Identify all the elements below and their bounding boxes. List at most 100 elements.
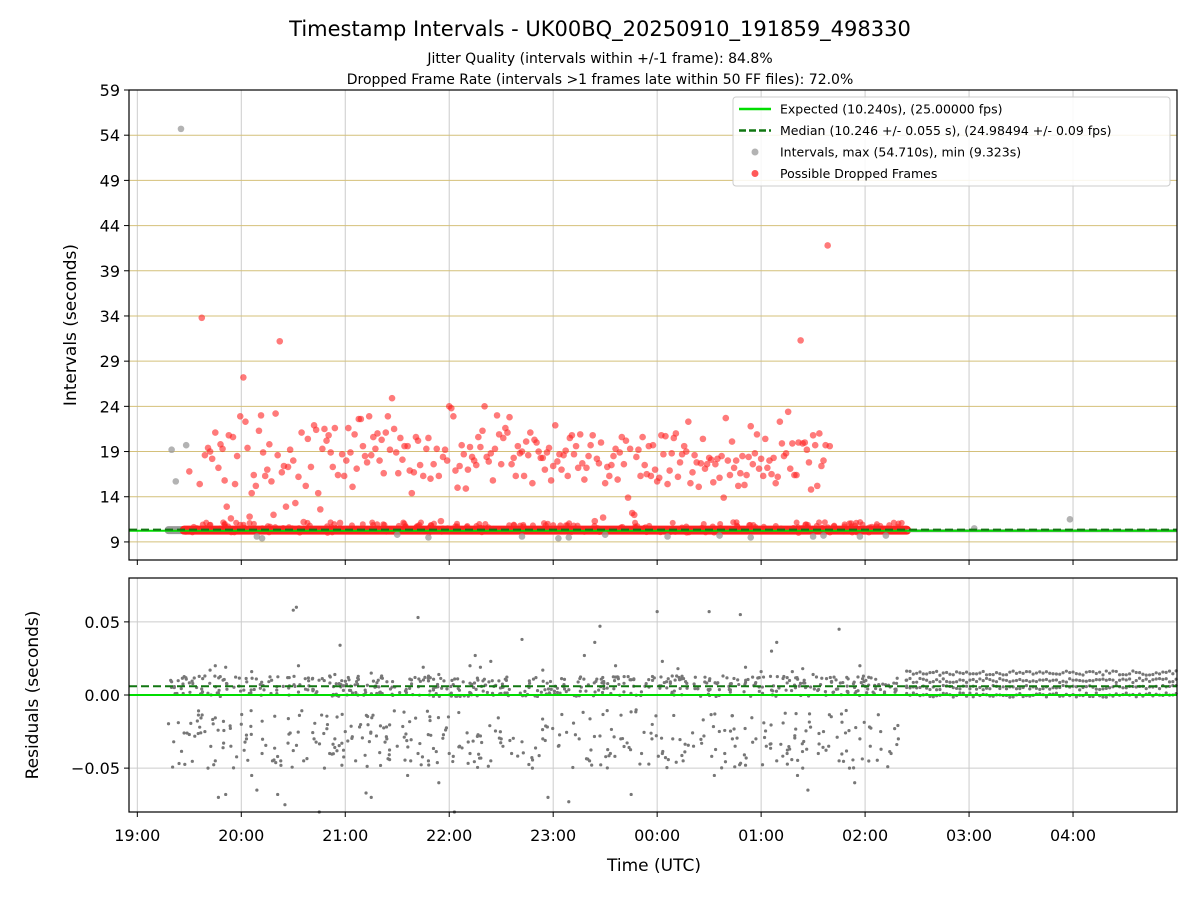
residual-point bbox=[931, 680, 935, 684]
residual-point bbox=[1127, 677, 1132, 681]
residual-point bbox=[520, 740, 524, 744]
residual-point bbox=[325, 722, 330, 727]
dropped-frame-point bbox=[816, 519, 823, 526]
residual-point bbox=[378, 750, 382, 755]
residual-point bbox=[847, 766, 852, 770]
residual-point bbox=[196, 731, 200, 736]
dropped-frame-point bbox=[774, 473, 782, 481]
residual-point bbox=[627, 745, 631, 750]
residual-point bbox=[1024, 684, 1029, 688]
dropped-frame-point bbox=[768, 470, 775, 478]
chart-subtitle-dropped: Dropped Frame Rate (intervals >1 frames … bbox=[347, 72, 854, 88]
residual-point bbox=[793, 736, 797, 740]
dropped-frame-point bbox=[626, 445, 634, 453]
residual-point bbox=[978, 671, 982, 675]
residual-point bbox=[582, 677, 586, 681]
residual-point bbox=[199, 716, 203, 720]
residual-point bbox=[769, 649, 774, 653]
residual-point bbox=[347, 678, 351, 682]
dropped-frame-point bbox=[196, 480, 203, 488]
residual-point bbox=[1154, 677, 1158, 681]
residual-point bbox=[206, 766, 210, 770]
residual-point bbox=[475, 765, 480, 770]
residual-point bbox=[801, 766, 805, 770]
interval-point bbox=[393, 531, 401, 538]
residual-point bbox=[443, 728, 448, 732]
dropped-frame-point bbox=[329, 463, 337, 471]
residual-point bbox=[860, 677, 865, 681]
residual-point bbox=[541, 668, 545, 672]
residual-point bbox=[771, 689, 775, 693]
residual-point bbox=[600, 690, 605, 695]
residual-point bbox=[1134, 678, 1138, 683]
residual-point bbox=[837, 627, 841, 631]
residual-point bbox=[1078, 672, 1082, 676]
dropped-frame-point bbox=[574, 522, 581, 529]
residual-point bbox=[951, 695, 955, 699]
residual-point bbox=[751, 740, 755, 744]
residual-point bbox=[925, 672, 929, 676]
residual-point bbox=[1048, 671, 1052, 675]
residual-point bbox=[1004, 687, 1009, 691]
dropped-frame-point bbox=[550, 522, 557, 529]
residual-point bbox=[728, 682, 732, 686]
residual-point bbox=[172, 685, 176, 689]
residual-point bbox=[303, 687, 308, 691]
residual-point bbox=[1101, 687, 1105, 691]
residual-point bbox=[576, 680, 580, 684]
residual-point bbox=[371, 679, 376, 683]
dropped-frame-point bbox=[745, 453, 752, 461]
residual-point bbox=[211, 722, 215, 726]
residual-point bbox=[294, 605, 298, 609]
dropped-frame-point bbox=[345, 424, 352, 432]
dropped-frame-point bbox=[732, 457, 740, 464]
residual-point bbox=[707, 610, 711, 614]
residual-point bbox=[874, 677, 878, 681]
residual-point bbox=[1011, 669, 1015, 673]
dropped-frame-point bbox=[295, 473, 302, 481]
residual-point bbox=[181, 682, 185, 686]
dropped-frame-point bbox=[730, 464, 738, 472]
dropped-frame-point bbox=[789, 440, 796, 447]
residual-point bbox=[974, 687, 979, 691]
dropped-frame-point bbox=[712, 460, 719, 468]
residual-point bbox=[968, 691, 972, 695]
residual-point bbox=[1018, 677, 1022, 682]
interval-point bbox=[258, 535, 266, 542]
residual-point bbox=[578, 675, 583, 679]
dropped-frame-point bbox=[314, 489, 322, 497]
dropped-frame-point bbox=[886, 522, 893, 529]
residual-point bbox=[409, 682, 414, 686]
dropped-frame-point bbox=[336, 519, 344, 527]
residual-point bbox=[1041, 671, 1045, 675]
residual-point bbox=[1028, 687, 1032, 691]
residual-point bbox=[562, 687, 567, 691]
residual-point bbox=[650, 678, 655, 682]
residual-point bbox=[245, 680, 249, 684]
residual-point bbox=[647, 678, 651, 682]
residual-point bbox=[846, 677, 850, 681]
residual-point bbox=[1108, 671, 1112, 675]
dropped-frame-point bbox=[381, 521, 388, 528]
dropped-frame-point bbox=[830, 523, 838, 530]
intervals-plot-frame bbox=[128, 89, 1178, 561]
residual-point bbox=[609, 727, 614, 732]
interval-point bbox=[856, 533, 864, 540]
residual-point bbox=[860, 757, 864, 761]
residual-point bbox=[249, 688, 253, 692]
residual-point bbox=[593, 690, 597, 694]
residual-point bbox=[408, 720, 412, 724]
residual-point bbox=[1038, 670, 1042, 674]
dropped-frame-point bbox=[624, 494, 632, 501]
residual-point bbox=[276, 675, 280, 679]
residual-point bbox=[229, 744, 233, 748]
residual-point bbox=[343, 679, 347, 683]
residual-point bbox=[617, 682, 621, 687]
residual-point bbox=[1001, 673, 1005, 677]
interval-point bbox=[253, 533, 261, 540]
residual-point bbox=[598, 734, 602, 738]
residual-point bbox=[794, 676, 798, 680]
residual-point bbox=[475, 676, 479, 680]
dropped-frame-point bbox=[558, 466, 565, 473]
residual-point bbox=[426, 759, 431, 763]
